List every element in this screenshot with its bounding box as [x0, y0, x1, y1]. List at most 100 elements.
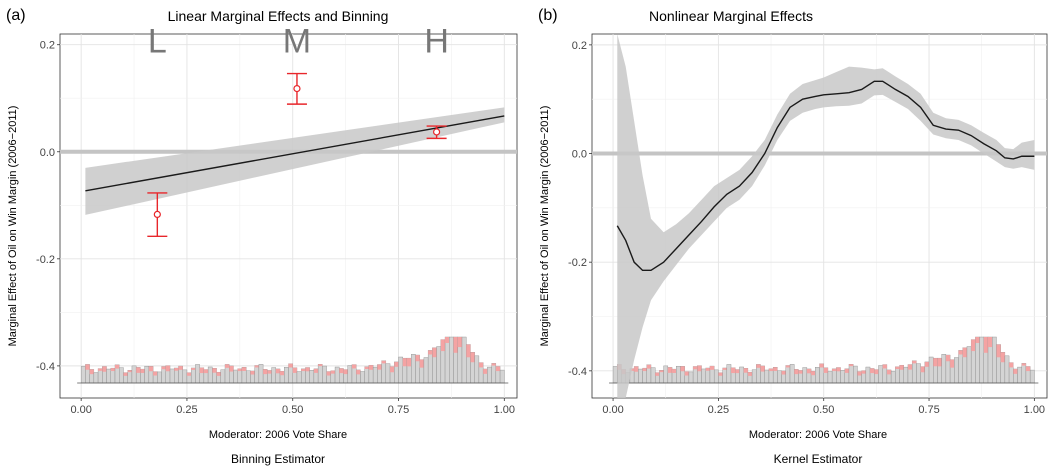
histogram-bar	[777, 370, 782, 384]
bin-point	[293, 84, 301, 93]
histogram-bar-treated	[996, 344, 1001, 358]
histogram-bar-treated	[950, 359, 955, 368]
histogram-bar-treated	[390, 366, 395, 373]
histogram-bar	[423, 357, 429, 384]
histogram-bar-treated	[123, 372, 128, 376]
histogram-bar-treated	[642, 368, 647, 372]
bin-label: L	[148, 23, 167, 61]
histogram-bar-treated	[781, 370, 786, 375]
histogram-bar	[322, 365, 327, 384]
histogram-bar	[317, 364, 323, 384]
histogram-bar-treated	[747, 372, 753, 376]
panel-b: 0.00 0.25 0.50 0.75 1.00 -0.4 -0.2 0.0 0.2 (b) Non…	[538, 7, 1048, 466]
histogram-bar	[449, 336, 454, 384]
bin-label: M	[283, 23, 311, 61]
histogram-bar-treated	[216, 372, 221, 376]
histogram-bar	[309, 370, 315, 384]
y-tick-label: 0.0	[40, 147, 55, 159]
histogram-bar	[436, 346, 442, 384]
histogram-bar	[853, 365, 858, 384]
histogram-bar	[650, 367, 656, 384]
histogram-bar-treated	[886, 369, 892, 375]
histogram-bar	[903, 366, 909, 384]
histogram-bar-treated	[478, 362, 484, 368]
bin-estimate-l: L	[147, 23, 168, 238]
histogram-bar	[722, 367, 728, 384]
histogram-bar	[182, 369, 188, 384]
histogram-bar-treated	[861, 370, 866, 374]
histogram-bar-treated	[680, 366, 685, 372]
histogram-bar-treated	[212, 368, 217, 373]
histogram-bar-treated	[709, 366, 715, 370]
histogram-bar-treated	[165, 365, 171, 372]
histogram-bar-treated	[203, 369, 209, 374]
histogram-bar-treated	[415, 355, 420, 362]
histogram-bar-treated	[491, 363, 496, 366]
histogram-bar-treated	[735, 369, 740, 374]
histogram-bar-treated	[731, 367, 736, 374]
histogram-bar	[827, 371, 833, 384]
histogram-bar	[751, 369, 757, 384]
estimator-subtitle: Kernel Estimator	[774, 452, 863, 466]
histogram-bar-treated	[102, 366, 107, 372]
histogram-bar-treated	[351, 364, 357, 369]
estimator-subtitle: Binning Estimator	[231, 452, 325, 466]
bin-estimate-m: M	[283, 23, 311, 105]
histogram-bar-treated	[718, 372, 723, 376]
histogram-bar	[254, 365, 260, 384]
histogram-bar-treated	[988, 337, 993, 348]
histogram-bar-treated	[186, 372, 192, 376]
histogram-bar-treated	[1021, 363, 1026, 366]
histogram-bar	[360, 371, 365, 384]
histogram-bar	[144, 365, 150, 384]
y-tick-label: -0.4	[36, 361, 55, 373]
x-axis-title: Moderator: 2006 Vote Share	[749, 429, 887, 441]
y-tick-label: 0.2	[572, 40, 587, 52]
histogram-bar-treated	[368, 365, 374, 370]
chart-title: Linear Marginal Effects and Binning	[168, 8, 389, 24]
histogram-bar	[928, 356, 934, 384]
histogram-bar	[815, 366, 820, 384]
histogram-bar	[789, 364, 795, 384]
histogram-bar	[131, 365, 137, 384]
histogram-bar	[1017, 366, 1022, 384]
histogram-bar-treated	[428, 350, 433, 355]
histogram-bar-treated	[174, 368, 179, 371]
histogram-bar-treated	[280, 371, 285, 376]
histogram-bar-treated	[684, 371, 689, 376]
histogram-bar	[1004, 355, 1010, 384]
histogram-bar-treated	[394, 361, 399, 367]
histogram-bar-treated	[933, 358, 938, 367]
histogram-bar-treated	[958, 350, 963, 355]
x-tick-label: 0.00	[602, 404, 623, 416]
x-axis-title: Moderator: 2006 Vote Share	[209, 429, 347, 441]
histogram-bar-treated	[659, 370, 664, 373]
histogram-bar-treated	[241, 367, 247, 371]
histogram-bar	[975, 336, 980, 384]
histogram-bar	[612, 366, 618, 384]
x-tick-label: 0.00	[70, 404, 91, 416]
histogram-bar	[127, 370, 133, 384]
histogram-bar	[895, 366, 900, 384]
histogram-bar-treated	[971, 339, 976, 352]
histogram-bar	[785, 365, 791, 384]
histogram-bar-treated	[470, 352, 475, 363]
histogram-bar-treated	[89, 369, 94, 375]
histogram-bar-treated	[798, 370, 803, 374]
histogram-bar-treated	[432, 347, 437, 358]
histogram-bar-treated	[945, 355, 951, 362]
histogram-bar-treated	[857, 371, 862, 376]
histogram-bar-treated	[1009, 362, 1014, 368]
histogram-bar-treated	[672, 369, 677, 373]
histogram-bar-treated	[1013, 368, 1018, 374]
histogram-bar-treated	[832, 368, 837, 372]
histogram-bar-treated	[136, 367, 141, 373]
histogram-bar-treated	[440, 339, 446, 352]
histogram-bar-treated	[895, 366, 900, 370]
histogram-bar	[659, 370, 664, 384]
histogram-bar-treated	[667, 367, 673, 373]
panel-label: (b)	[538, 7, 558, 24]
x-tick-label: 0.25	[176, 404, 197, 416]
histogram-bar-treated	[975, 337, 980, 343]
histogram-bar-treated	[823, 367, 828, 373]
